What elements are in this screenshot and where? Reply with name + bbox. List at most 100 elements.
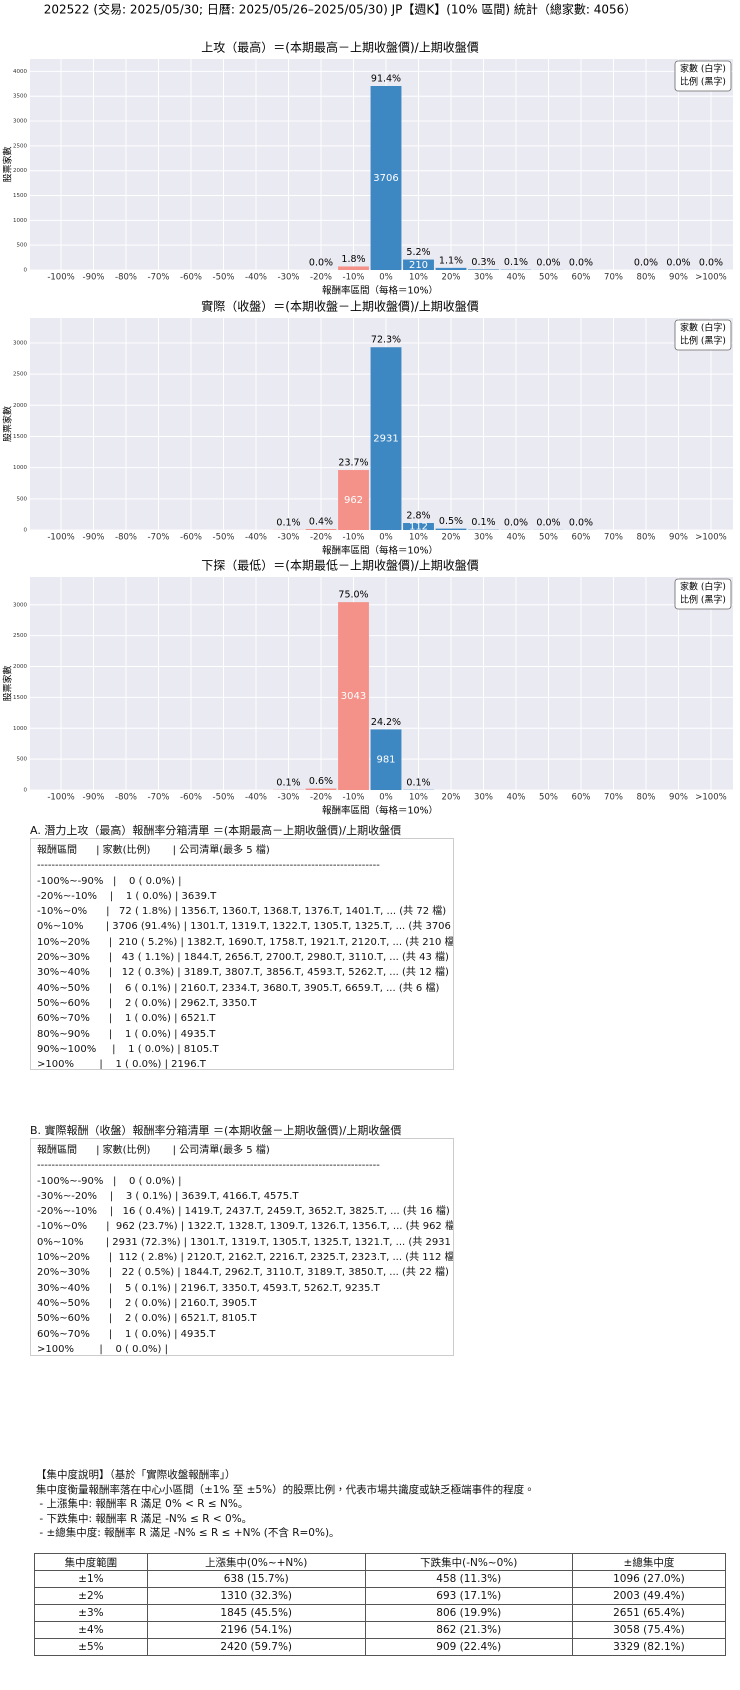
x-tick-label: -100%: [47, 273, 74, 283]
x-tick-label: 60%: [572, 793, 591, 803]
percent-label: 0.0%: [666, 257, 690, 268]
x-tick-label: -40%: [245, 533, 267, 543]
x-tick-label: -50%: [213, 533, 235, 543]
note-line: - 上漲集中: 報酬率 R 滿足 0% < R ≤ N%。: [36, 1498, 249, 1510]
x-tick-label: -70%: [148, 793, 170, 803]
x-tick-label: -90%: [83, 273, 105, 283]
x-tick-label: 0%: [379, 533, 393, 543]
count-label: 210: [409, 260, 428, 271]
y-tick-label: 4000: [13, 69, 27, 75]
table-row: ±3% 1845 (45.5%) 806 (19.9%) 2651 (65.4%): [34, 1604, 727, 1622]
x-tick-label: 70%: [604, 793, 623, 803]
table-cell: 2420 (59.7%): [146, 1638, 366, 1656]
x-tick-label: -20%: [310, 793, 332, 803]
x-tick-label: -100%: [47, 793, 74, 803]
x-tick-label: 20%: [442, 533, 461, 543]
list-line: 30%~40% | 12 ( 0.3%) | 3189.T, 3807.T, 3…: [37, 967, 449, 979]
table-cell: ±4%: [34, 1621, 148, 1639]
y-tick-label: 2000: [13, 403, 27, 409]
table-cell: 638 (15.7%): [146, 1570, 366, 1588]
bar: [435, 267, 467, 270]
x-tick-label: -50%: [213, 273, 235, 283]
list-line: 40%~50% | 2 ( 0.0%) | 2160.T, 3905.T: [37, 1297, 257, 1309]
table-row: ±4% 2196 (54.1%) 862 (21.3%) 3058 (75.4%): [34, 1621, 727, 1639]
list-line: 報酬區間 | 家數(比例) | 公司清單(最多 5 檔): [37, 845, 270, 856]
x-tick-label: -10%: [343, 273, 365, 283]
list-line: 0%~10% | 2931 (72.3%) | 1301.T, 1319.T, …: [37, 1236, 454, 1248]
x-tick-label: -90%: [83, 533, 105, 543]
percent-label: 0.0%: [504, 517, 528, 528]
x-axis-title: 報酬率區間（每格＝10%）: [322, 805, 438, 817]
percent-label: 1.1%: [439, 255, 463, 266]
x-tick-label: 10%: [409, 533, 428, 543]
bar: [435, 528, 467, 530]
x-tick-label: -20%: [310, 533, 332, 543]
table-cell: 2003 (49.4%): [571, 1587, 727, 1605]
y-tick-label: 500: [17, 243, 28, 249]
bar: [338, 602, 369, 790]
y-tick-label: 2000: [13, 664, 27, 670]
table-cell: 458 (11.3%): [364, 1570, 573, 1588]
legend-label: 家數 (白字): [680, 63, 726, 75]
table-cell: 693 (17.1%): [364, 1587, 573, 1605]
list-line: >100% | 0 ( 0.0%) |: [37, 1343, 168, 1355]
list-line: 0%~10% | 3706 (91.4%) | 1301.T, 1319.T, …: [37, 921, 454, 933]
table-cell: ±5%: [34, 1638, 148, 1656]
percent-label: 0.0%: [634, 257, 658, 268]
table-cell: 909 (22.4%): [364, 1638, 573, 1656]
x-tick-label: -80%: [115, 273, 137, 283]
x-tick-label: -10%: [343, 533, 365, 543]
x-tick-label: 40%: [507, 533, 526, 543]
percent-label: 0.0%: [569, 517, 593, 528]
x-tick-label: 90%: [669, 273, 688, 283]
y-tick-label: 500: [17, 496, 28, 502]
x-tick-label: 90%: [669, 793, 688, 803]
count-label: 3706: [373, 173, 398, 184]
x-tick-label: -30%: [278, 533, 300, 543]
concentration-title: 【集中度說明】（基於「實際收盤報酬率」）: [36, 1469, 236, 1481]
y-tick-label: 0: [24, 268, 28, 274]
list-line: -30%~-20% | 3 ( 0.1%) | 3639.T, 4166.T, …: [37, 1190, 299, 1202]
x-axis-title: 報酬率區間（每格＝10%）: [322, 545, 438, 557]
table-header-cell: 下跌集中(-N%~0%): [364, 1553, 573, 1571]
bar: [403, 523, 434, 530]
percent-label: 23.7%: [338, 458, 368, 469]
percent-label: 0.3%: [471, 257, 495, 268]
charts: 202522 (交易: 2025/05/30; 日曆: 2025/05/26–2…: [2, 2, 733, 817]
count-label: 3043: [341, 691, 366, 702]
percent-label: 0.5%: [439, 516, 463, 527]
x-tick-label: >100%: [695, 793, 726, 803]
percent-label: 0.1%: [276, 517, 300, 528]
percent-label: 2.8%: [406, 511, 430, 522]
table-header-cell: ±總集中度: [571, 1553, 727, 1571]
page-title: 202522 (交易: 2025/05/30; 日曆: 2025/05/26–2…: [44, 2, 637, 17]
list-b: 報酬區間 | 家數(比例) | 公司清單(最多 5 檔) ------------…: [30, 1138, 454, 1356]
x-tick-label: 40%: [507, 273, 526, 283]
legend-label: 比例 (黑字): [680, 76, 726, 88]
list-line: ----------------------------------------…: [37, 860, 380, 872]
chart-title: 下探（最低）＝(本期最低－上期收盤價)/上期收盤價: [201, 558, 478, 573]
list-a-title: A. 潛力上攻（最高）報酬率分箱清單 ＝(本期最高－上期收盤價)/上期收盤價: [30, 824, 402, 837]
percent-label: 0.0%: [536, 517, 560, 528]
x-tick-label: 60%: [572, 533, 591, 543]
percent-label: 0.1%: [276, 777, 300, 788]
x-tick-label: 10%: [409, 273, 428, 283]
note-line: - 下跌集中: 報酬率 R 滿足 -N% ≤ R < 0%。: [36, 1512, 253, 1525]
bar: [370, 86, 402, 271]
y-tick-label: 3000: [13, 602, 27, 608]
table-cell: 806 (19.9%): [364, 1604, 573, 1622]
list-line: -20%~-10% | 16 ( 0.4%) | 1419.T, 2437.T,…: [37, 1206, 450, 1218]
percent-label: 0.1%: [471, 517, 495, 528]
percent-label: 0.0%: [569, 257, 593, 268]
x-tick-label: -30%: [278, 793, 300, 803]
chart-title: 上攻（最高）＝(本期最高－上期收盤價)/上期收盤價: [201, 40, 478, 55]
y-tick-label: 0: [24, 788, 28, 794]
y-tick-label: 1000: [13, 465, 27, 471]
table-row: ±2% 1310 (32.3%) 693 (17.1%) 2003 (49.4%): [34, 1587, 727, 1605]
percent-label: 75.0%: [338, 590, 368, 601]
x-tick-label: 30%: [474, 533, 493, 543]
list-line: 60%~70% | 1 ( 0.0%) | 6521.T: [37, 1013, 216, 1025]
y-tick-label: 3000: [13, 340, 27, 346]
percent-label: 0.1%: [406, 777, 430, 788]
